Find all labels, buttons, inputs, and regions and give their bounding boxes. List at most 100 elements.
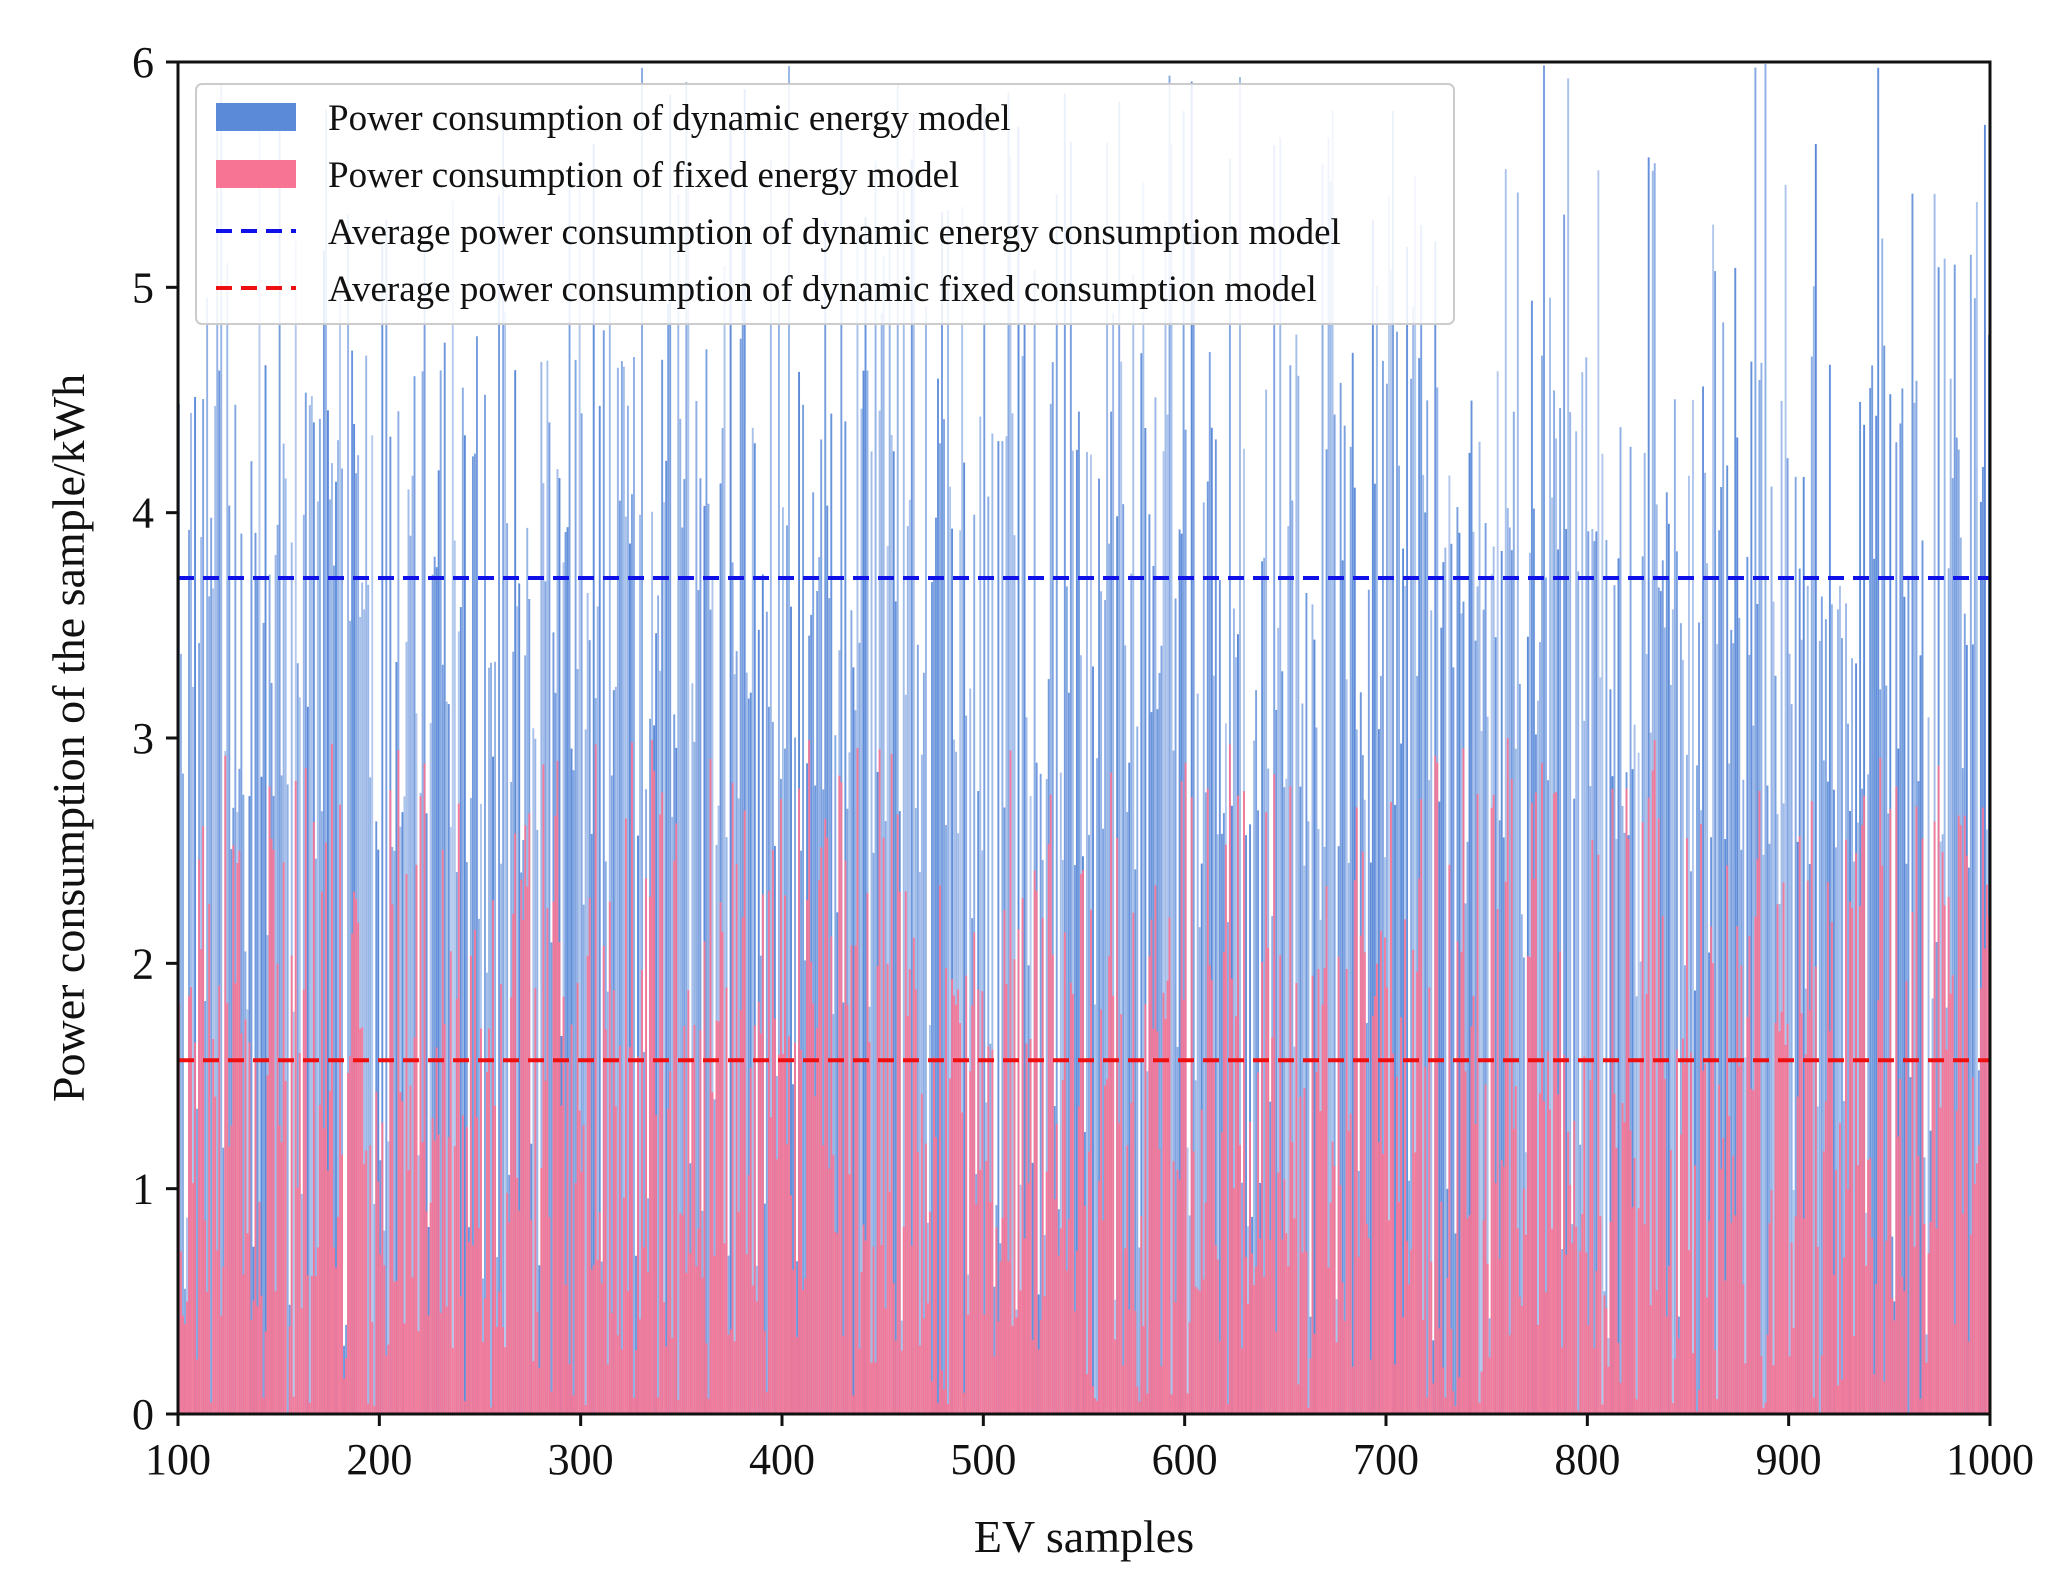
fixed-bar xyxy=(1879,757,1882,1414)
dynamic-bar xyxy=(214,405,217,1414)
fixed-bar xyxy=(1839,1123,1841,1414)
fixed-bar xyxy=(244,1019,247,1414)
dynamic-bar xyxy=(884,821,887,1414)
fixed-bar xyxy=(1287,1266,1290,1414)
fixed-bar xyxy=(1037,1349,1040,1414)
fixed-bar xyxy=(798,788,801,1414)
dynamic-bar xyxy=(393,850,396,1414)
dynamic-bar xyxy=(1828,364,1831,1414)
fixed-bar xyxy=(916,1151,919,1414)
fixed-bar xyxy=(1740,965,1743,1414)
fixed-bar xyxy=(564,1284,567,1414)
fixed-bar xyxy=(989,1202,992,1414)
fixed-bar xyxy=(1428,987,1431,1414)
reference-lines-group xyxy=(178,576,1990,1063)
dynamic-bar xyxy=(1722,322,1725,1414)
fixed-bar xyxy=(1406,1240,1409,1414)
dynamic-bar xyxy=(1130,573,1133,1414)
fixed-bar xyxy=(1549,1109,1551,1414)
dynamic-bar xyxy=(532,728,535,1414)
y-tick-label: 6 xyxy=(132,38,154,87)
dynamic-bar xyxy=(1126,812,1129,1414)
dynamic-bar xyxy=(425,813,428,1414)
dynamic-bar xyxy=(1955,437,1958,1414)
dynamic-bar xyxy=(1367,589,1370,1414)
fixed-bar xyxy=(465,1127,468,1414)
fixed-bar xyxy=(701,1277,704,1414)
dynamic-bar xyxy=(1426,400,1429,1414)
fixed-bar xyxy=(1851,907,1853,1414)
fixed-bar xyxy=(1124,1248,1127,1414)
dynamic-bar xyxy=(626,405,629,1414)
fixed-bar xyxy=(459,1296,462,1414)
fixed-bar xyxy=(1788,1356,1791,1414)
fixed-bar xyxy=(1832,1274,1835,1414)
fixed-bar xyxy=(848,1174,851,1414)
dynamic-bar xyxy=(1086,452,1088,1415)
dynamic-bar xyxy=(1484,523,1487,1414)
dynamic-bar xyxy=(1194,1080,1197,1414)
dynamic-bar xyxy=(951,528,954,1414)
fixed-bar xyxy=(345,1358,348,1414)
dynamic-bar xyxy=(536,829,539,1414)
fixed-bar xyxy=(1561,1347,1564,1414)
dynamic-bar xyxy=(691,683,694,1414)
fixed-bar xyxy=(1794,1216,1797,1414)
fixed-bar xyxy=(1239,1144,1241,1414)
fixed-bar xyxy=(838,775,841,1414)
dynamic-bar xyxy=(983,108,986,1414)
fixed-bar xyxy=(1017,929,1020,1414)
dynamic-bar xyxy=(1458,532,1461,1414)
dynamic-bar xyxy=(1881,238,1884,1414)
dynamic-bar xyxy=(1088,834,1090,1414)
dynamic-bar xyxy=(1122,504,1125,1414)
legend-label: Average power consumption of dynamic fix… xyxy=(328,269,1317,310)
dynamic-bar xyxy=(204,1001,207,1414)
fixed-bar xyxy=(1337,956,1340,1414)
fixed-bar xyxy=(1392,1053,1394,1414)
y-tick-label: 0 xyxy=(132,1390,154,1439)
dynamic-bar xyxy=(1696,765,1698,1414)
fixed-bar xyxy=(1204,1202,1207,1414)
fixed-bar xyxy=(747,1175,750,1414)
fixed-bar xyxy=(316,1247,319,1414)
fixed-bar xyxy=(622,1197,625,1414)
fixed-bar xyxy=(858,1348,861,1414)
fixed-bar xyxy=(1681,1038,1684,1414)
dynamic-bar xyxy=(1216,834,1219,1414)
fixed-bar xyxy=(1710,926,1713,1414)
dynamic-bar xyxy=(1142,182,1145,1415)
dynamic-bar xyxy=(1698,622,1700,1414)
legend-label: Power consumption of dynamic energy mode… xyxy=(328,98,1011,139)
dynamic-bar xyxy=(212,588,215,1414)
fixed-bar xyxy=(892,1283,895,1414)
fixed-bar xyxy=(1245,1256,1247,1414)
dynamic-bar xyxy=(866,370,869,1414)
dynamic-bar xyxy=(548,422,551,1414)
fixed-bar xyxy=(1138,1401,1141,1414)
dynamic-bar xyxy=(1913,402,1916,1415)
dynamic-bar xyxy=(1140,353,1143,1414)
fixed-bar xyxy=(715,1020,718,1414)
fixed-bar xyxy=(546,908,549,1414)
fixed-bar xyxy=(1643,1224,1646,1414)
fixed-bar xyxy=(524,825,527,1414)
fixed-bar xyxy=(1394,1364,1396,1414)
dynamic-bar xyxy=(1063,93,1066,1414)
dynamic-bar xyxy=(969,688,972,1414)
fixed-bar xyxy=(1267,947,1270,1414)
fixed-bar xyxy=(997,1321,1000,1414)
fixed-bar xyxy=(1895,786,1898,1414)
dynamic-bar xyxy=(1106,142,1109,1414)
fixed-bar xyxy=(1371,1015,1374,1414)
fixed-bar xyxy=(1599,1216,1602,1414)
fixed-bar xyxy=(790,1195,792,1414)
fixed-bar xyxy=(727,1334,730,1414)
dynamic-bar xyxy=(616,367,619,1414)
dynamic-bar xyxy=(924,306,927,1415)
fixed-bar xyxy=(1776,904,1779,1414)
fixed-bar xyxy=(1545,1292,1547,1414)
dynamic-bar xyxy=(1736,437,1739,1415)
fixed-bar xyxy=(1919,1398,1922,1414)
fixed-bar xyxy=(425,1211,428,1414)
